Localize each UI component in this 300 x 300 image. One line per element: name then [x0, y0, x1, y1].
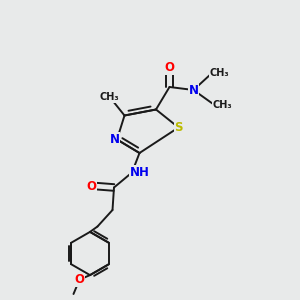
Text: N: N: [188, 83, 199, 97]
Text: CH₃: CH₃: [209, 68, 229, 79]
Text: O: O: [86, 179, 97, 193]
Text: O: O: [164, 61, 175, 74]
Text: CH₃: CH₃: [100, 92, 119, 103]
Text: NH: NH: [130, 166, 149, 179]
Text: CH₃: CH₃: [212, 100, 232, 110]
Text: S: S: [174, 121, 183, 134]
Text: O: O: [74, 273, 85, 286]
Text: N: N: [110, 133, 120, 146]
